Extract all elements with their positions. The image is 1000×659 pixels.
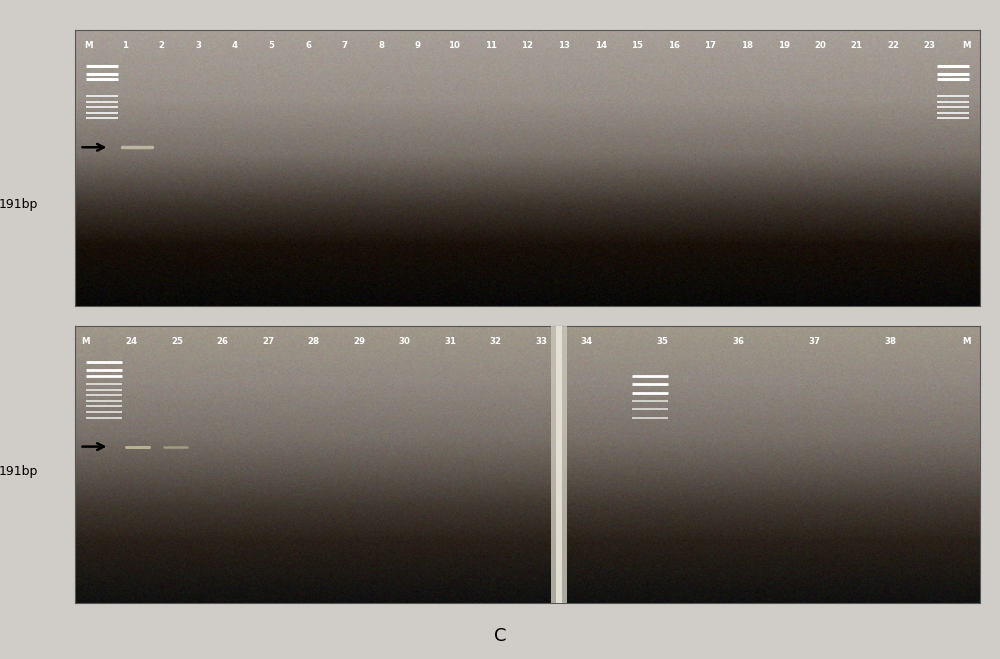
Text: 9: 9 xyxy=(415,41,421,49)
Text: 16: 16 xyxy=(668,41,680,49)
Text: M: M xyxy=(962,337,971,346)
Text: 35: 35 xyxy=(656,337,668,346)
Text: 25: 25 xyxy=(171,337,183,346)
Text: 5: 5 xyxy=(269,41,274,49)
Text: M: M xyxy=(82,337,90,346)
Text: 15: 15 xyxy=(631,41,643,49)
Text: 191bp: 191bp xyxy=(0,465,38,478)
Text: 7: 7 xyxy=(342,41,348,49)
Text: 33: 33 xyxy=(535,337,547,346)
Text: 2: 2 xyxy=(159,41,165,49)
Text: 28: 28 xyxy=(307,337,319,346)
Text: 22: 22 xyxy=(887,41,899,49)
Text: 10: 10 xyxy=(448,41,460,49)
Text: 4: 4 xyxy=(232,41,238,49)
Text: 14: 14 xyxy=(595,41,607,49)
Text: 1: 1 xyxy=(122,41,128,49)
Text: 29: 29 xyxy=(353,337,365,346)
Text: 12: 12 xyxy=(522,41,534,49)
Text: 18: 18 xyxy=(741,41,753,49)
Text: 19: 19 xyxy=(778,41,790,49)
Text: M: M xyxy=(84,41,93,49)
Text: 6: 6 xyxy=(305,41,311,49)
Text: 21: 21 xyxy=(851,41,863,49)
Text: 20: 20 xyxy=(814,41,826,49)
Text: 38: 38 xyxy=(884,337,896,346)
Text: 8: 8 xyxy=(378,41,384,49)
Text: 34: 34 xyxy=(580,337,592,346)
Text: 3: 3 xyxy=(195,41,201,49)
Text: C: C xyxy=(494,627,506,645)
Text: 36: 36 xyxy=(732,337,744,346)
Text: 27: 27 xyxy=(262,337,274,346)
Text: 17: 17 xyxy=(704,41,716,49)
Text: 26: 26 xyxy=(216,337,228,346)
Text: 32: 32 xyxy=(490,337,502,346)
Text: 23: 23 xyxy=(924,41,936,49)
Text: 13: 13 xyxy=(558,41,570,49)
Text: 24: 24 xyxy=(125,337,137,346)
Text: 37: 37 xyxy=(808,337,820,346)
Bar xyxy=(551,326,567,603)
Bar xyxy=(556,326,562,603)
Text: M: M xyxy=(962,41,971,49)
Text: 11: 11 xyxy=(485,41,497,49)
Text: 191bp: 191bp xyxy=(0,198,38,211)
Text: 31: 31 xyxy=(444,337,456,346)
Text: 30: 30 xyxy=(399,337,410,346)
